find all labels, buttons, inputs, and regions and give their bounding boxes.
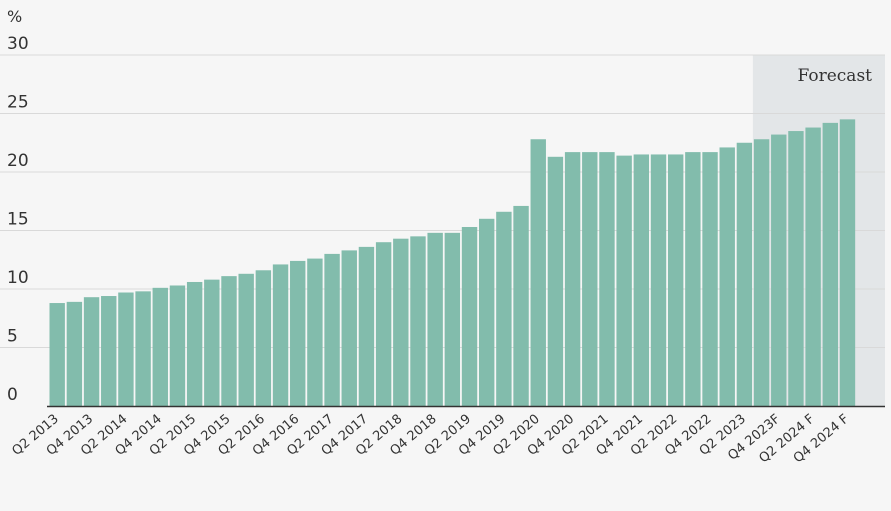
- bar: [118, 292, 134, 406]
- y-tick-label: 25: [7, 93, 29, 113]
- bar: [633, 154, 650, 406]
- bar: [736, 142, 753, 406]
- bar: [427, 232, 443, 406]
- y-tick-label: 5: [7, 327, 18, 347]
- bar: [135, 291, 151, 406]
- bar: [66, 301, 83, 406]
- bar: [547, 156, 564, 406]
- y-tick-label: 10: [7, 268, 29, 288]
- bar: [461, 226, 478, 406]
- bar: [788, 131, 804, 407]
- bar: [307, 258, 323, 406]
- y-tick-label: 15: [7, 210, 29, 230]
- bar: [599, 152, 615, 406]
- bar: [324, 253, 340, 406]
- bar: [255, 270, 272, 406]
- bar: [101, 296, 117, 406]
- bar: [685, 152, 701, 406]
- bar: [667, 154, 684, 406]
- bar: [83, 297, 100, 406]
- y-tick-label: 30: [7, 34, 29, 54]
- bar: [513, 205, 529, 406]
- bar: [616, 155, 632, 406]
- bar: [375, 242, 392, 406]
- bar: [238, 273, 254, 406]
- y-axis-unit-label: %: [7, 7, 22, 26]
- bar: [719, 147, 735, 406]
- bar: [290, 260, 306, 406]
- bar: [771, 134, 787, 406]
- bar: [582, 152, 598, 406]
- bar: [204, 279, 220, 406]
- bar: [650, 154, 667, 406]
- bar: [564, 152, 581, 406]
- bar: [152, 287, 168, 406]
- bar: [444, 232, 461, 406]
- bar: [479, 218, 495, 406]
- bar: [358, 246, 375, 406]
- bar: [839, 119, 856, 406]
- bar: [341, 250, 357, 406]
- bar: [410, 236, 426, 406]
- bar: [702, 152, 718, 406]
- bar: [496, 211, 512, 406]
- bar: [753, 139, 770, 407]
- y-tick-label: 0: [7, 385, 18, 405]
- y-axis-ticks: 0 5 10 15 20 25 30: [7, 34, 29, 405]
- bar: [49, 303, 65, 406]
- bar: [393, 238, 409, 406]
- bar: [805, 127, 821, 406]
- y-tick-label: 20: [7, 151, 29, 171]
- bars: [49, 119, 856, 407]
- bar: [530, 139, 546, 407]
- forecast-label: Forecast: [798, 66, 873, 86]
- bar: [272, 264, 289, 406]
- bar: [169, 285, 186, 406]
- bar: [822, 122, 838, 407]
- bar: [186, 281, 203, 406]
- bar: [221, 276, 237, 406]
